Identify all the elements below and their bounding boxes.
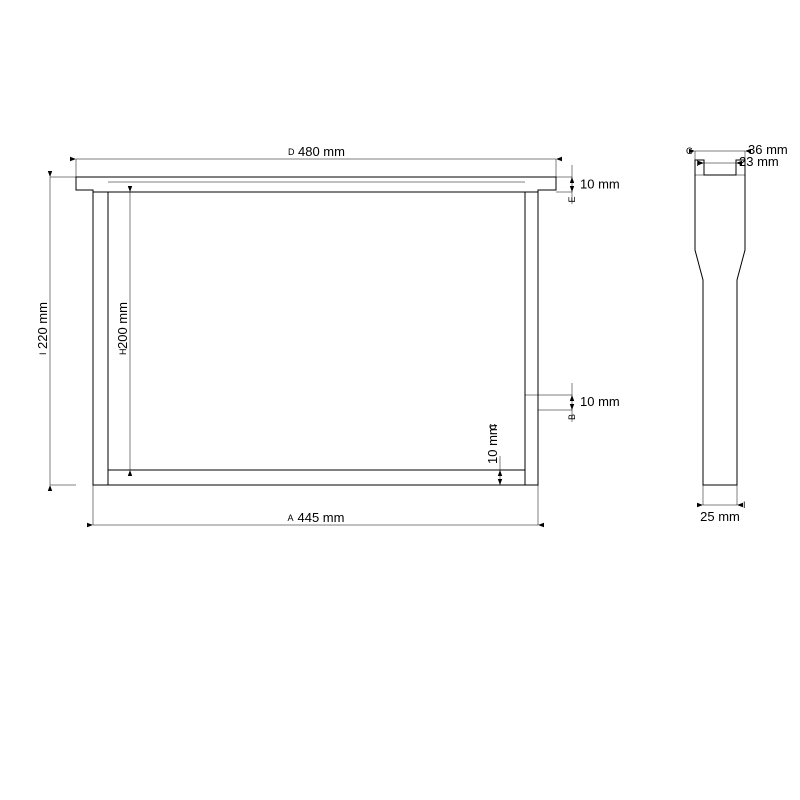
svg-text:F: F [697, 158, 703, 168]
svg-text:I: I [38, 352, 48, 355]
svg-text:A: A [288, 513, 294, 523]
svg-text:23 mm: 23 mm [739, 154, 779, 169]
svg-text:25 mm: 25 mm [700, 509, 740, 524]
svg-text:G: G [686, 146, 693, 156]
svg-text:C: C [488, 423, 498, 430]
svg-text:220 mm: 220 mm [35, 302, 50, 349]
svg-text:I: I [743, 500, 746, 510]
svg-text:480 mm: 480 mm [298, 144, 345, 159]
svg-text:B: B [567, 414, 577, 420]
svg-text:D: D [288, 147, 295, 157]
svg-text:200 mm: 200 mm [115, 302, 130, 349]
svg-text:445 mm: 445 mm [298, 510, 345, 525]
svg-text:10 mm: 10 mm [580, 394, 620, 409]
technical-drawing: D480 mmA445 mmI220 mmH200 mm10 mmE10 mmB… [0, 0, 800, 800]
svg-text:E: E [567, 196, 577, 202]
svg-text:10 mm: 10 mm [580, 177, 620, 192]
